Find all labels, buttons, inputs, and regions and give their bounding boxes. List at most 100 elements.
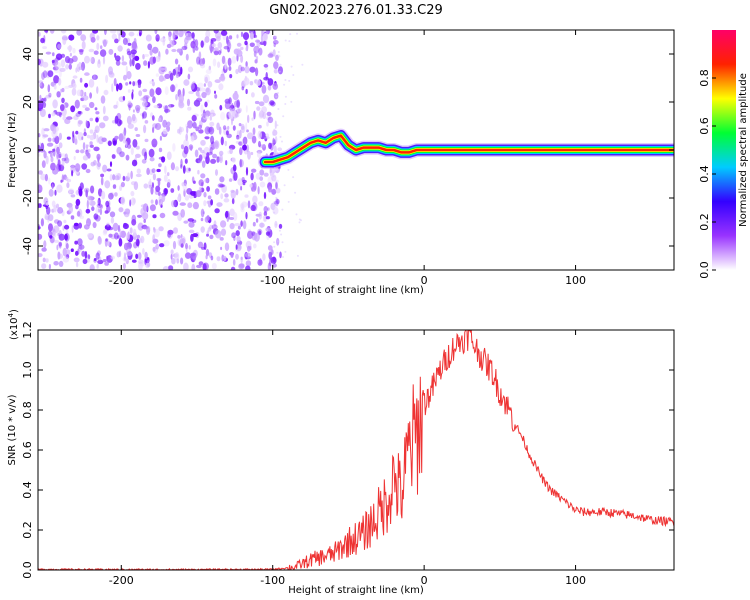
noise-speckle bbox=[115, 55, 121, 62]
noise-speckle bbox=[190, 135, 195, 142]
noise-speckle bbox=[38, 153, 41, 157]
noise-speckle bbox=[180, 66, 183, 75]
noise-speckle bbox=[38, 58, 41, 66]
noise-speckle bbox=[180, 243, 184, 248]
noise-speckle bbox=[93, 129, 98, 133]
noise-speckle bbox=[112, 174, 116, 181]
noise-speckle bbox=[82, 258, 88, 265]
noise-speckle bbox=[93, 74, 96, 81]
noise-speckle bbox=[220, 136, 224, 146]
x-tick-label: -200 bbox=[109, 574, 134, 587]
noise-speckle bbox=[65, 64, 69, 70]
noise-speckle bbox=[263, 136, 270, 140]
noise-speckle bbox=[273, 42, 276, 48]
y-tick-label: 1.2 bbox=[21, 321, 34, 339]
noise-speckle bbox=[184, 252, 192, 259]
noise-speckle bbox=[231, 198, 235, 205]
noise-speckle bbox=[122, 136, 126, 144]
colorbar-tick-label: 0.4 bbox=[698, 165, 711, 183]
noise-speckle bbox=[59, 67, 66, 72]
noise-speckle bbox=[78, 244, 85, 250]
noise-speckle bbox=[90, 36, 96, 43]
noise-speckle bbox=[200, 149, 205, 154]
noise-speckle bbox=[57, 220, 63, 227]
noise-speckle bbox=[151, 168, 156, 174]
noise-speckle bbox=[186, 98, 191, 107]
noise-speckle bbox=[109, 211, 116, 218]
noise-speckle bbox=[155, 185, 161, 193]
noise-speckle bbox=[245, 46, 248, 52]
noise-speckle bbox=[240, 257, 243, 264]
noise-speckle bbox=[274, 136, 278, 144]
noise-speckle bbox=[270, 256, 277, 265]
colorbar-label: Normalized spectral amplitude bbox=[738, 73, 749, 227]
noise-speckle bbox=[257, 130, 262, 139]
noise-speckle bbox=[268, 251, 273, 260]
noise-speckle bbox=[255, 67, 259, 77]
noise-speckle bbox=[214, 79, 221, 83]
noise-speckle bbox=[153, 228, 160, 238]
noise-speckle bbox=[252, 202, 258, 212]
noise-speckle bbox=[64, 118, 71, 125]
noise-speckle bbox=[137, 83, 141, 88]
noise-speckle bbox=[168, 265, 174, 270]
noise-speckle bbox=[159, 243, 165, 248]
noise-speckle bbox=[164, 86, 169, 96]
noise-speckle bbox=[47, 70, 54, 78]
noise-speckle bbox=[96, 263, 99, 269]
noise-speckle bbox=[38, 253, 43, 258]
snr-x-label: Height of straight line (km) bbox=[288, 585, 424, 596]
noise-speckle bbox=[210, 135, 215, 145]
noise-speckle bbox=[278, 70, 281, 73]
noise-speckle bbox=[198, 179, 204, 187]
noise-speckle bbox=[284, 79, 287, 81]
noise-speckle bbox=[227, 57, 232, 67]
noise-speckle bbox=[202, 211, 205, 215]
noise-speckle bbox=[204, 136, 210, 140]
noise-speckle bbox=[190, 83, 195, 90]
noise-speckle bbox=[104, 180, 111, 189]
noise-speckle bbox=[58, 132, 63, 141]
frequency-ridge-layer bbox=[258, 128, 674, 169]
noise-speckle bbox=[114, 175, 120, 181]
noise-speckle bbox=[152, 173, 156, 181]
noise-speckle bbox=[251, 168, 257, 173]
noise-speckle bbox=[173, 199, 179, 208]
noise-speckle bbox=[84, 72, 90, 76]
noise-speckle bbox=[216, 35, 221, 42]
noise-speckle bbox=[279, 135, 282, 138]
noise-speckle bbox=[231, 157, 236, 163]
noise-speckle bbox=[236, 235, 241, 243]
noise-speckle bbox=[237, 108, 241, 113]
noise-speckle bbox=[220, 30, 228, 36]
noise-speckle bbox=[230, 252, 234, 258]
noise-speckle bbox=[220, 74, 226, 82]
noise-speckle bbox=[149, 157, 155, 162]
noise-speckle bbox=[131, 159, 138, 167]
noise-speckle bbox=[164, 108, 171, 113]
noise-speckle bbox=[76, 89, 82, 97]
noise-speckle bbox=[161, 156, 166, 163]
noise-speckle bbox=[186, 125, 189, 134]
colorbar-tick-label: 0.8 bbox=[698, 69, 711, 87]
noise-speckle bbox=[135, 238, 140, 247]
noise-speckle bbox=[78, 62, 82, 67]
noise-speckle bbox=[99, 204, 104, 209]
noise-speckle bbox=[263, 39, 267, 47]
noise-speckle bbox=[38, 31, 41, 37]
noise-speckle bbox=[62, 225, 65, 231]
noise-speckle bbox=[132, 81, 136, 87]
noise-speckle bbox=[185, 252, 191, 259]
noise-speckle bbox=[75, 250, 79, 256]
noise-speckle bbox=[61, 97, 65, 104]
noise-speckle bbox=[66, 136, 71, 140]
noise-speckle bbox=[129, 58, 132, 67]
noise-speckle bbox=[42, 46, 47, 50]
noise-speckle bbox=[78, 120, 83, 125]
noise-speckle bbox=[203, 83, 206, 87]
noise-speckle bbox=[122, 131, 126, 140]
noise-speckle bbox=[122, 223, 129, 230]
noise-speckle bbox=[53, 239, 60, 243]
noise-speckle bbox=[140, 235, 145, 244]
